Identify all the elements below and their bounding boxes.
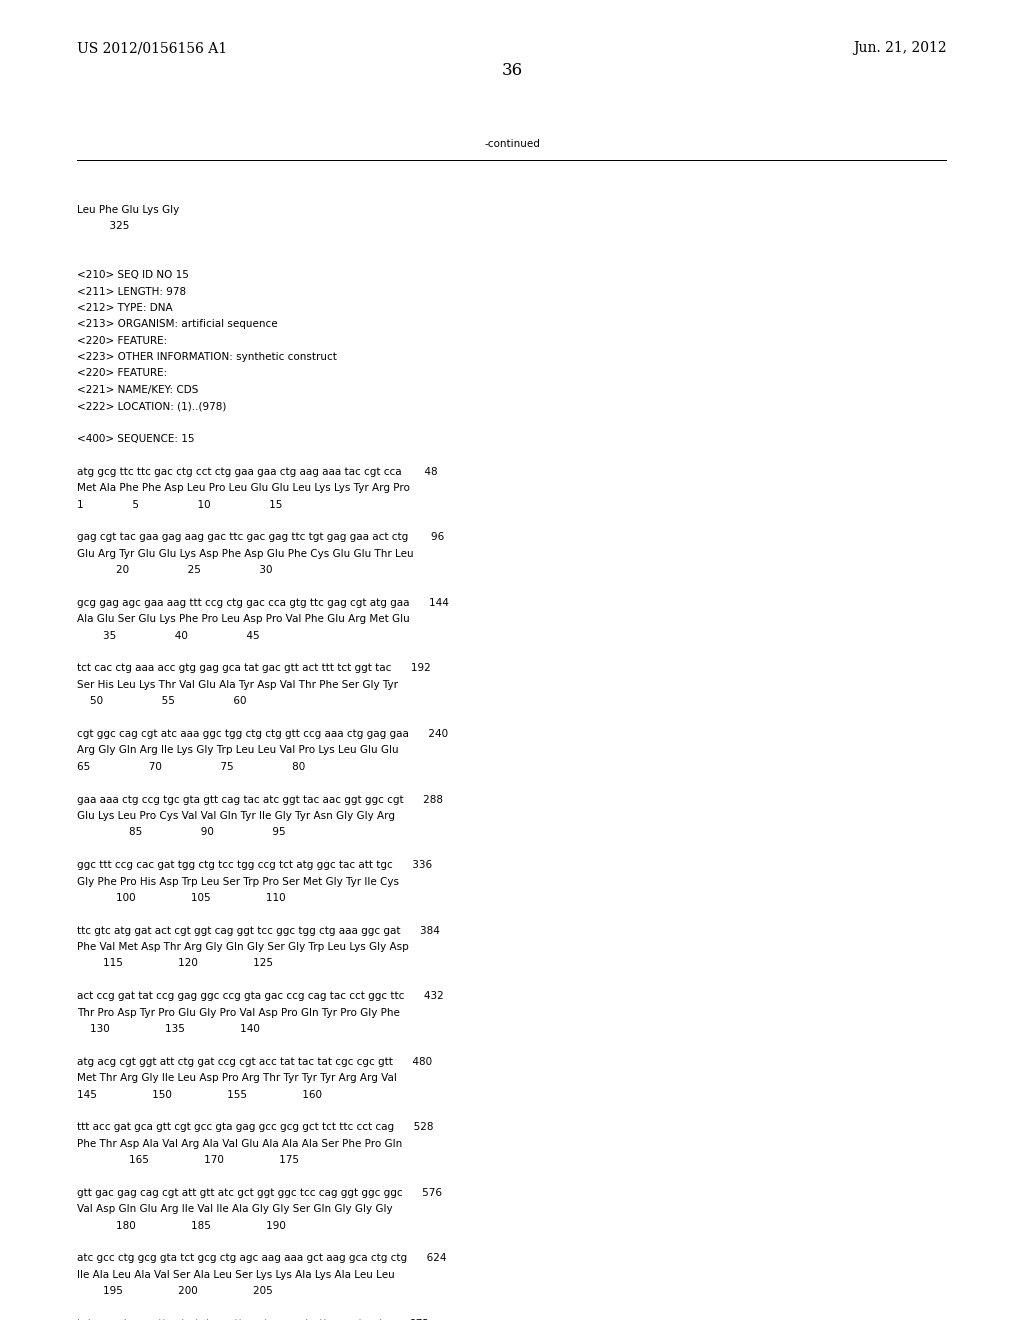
Text: <222> LOCATION: (1)..(978): <222> LOCATION: (1)..(978) xyxy=(77,401,226,412)
Text: cgt ggc cag cgt atc aaa ggc tgg ctg ctg gtt ccg aaa ctg gag gaa      240: cgt ggc cag cgt atc aaa ggc tgg ctg ctg … xyxy=(77,729,447,739)
Text: ttc gtc atg gat act cgt ggt cag ggt tcc ggc tgg ctg aaa ggc gat      384: ttc gtc atg gat act cgt ggt cag ggt tcc … xyxy=(77,925,439,936)
Text: Glu Lys Leu Pro Cys Val Val Gln Tyr Ile Gly Tyr Asn Gly Gly Arg: Glu Lys Leu Pro Cys Val Val Gln Tyr Ile … xyxy=(77,810,395,821)
Text: Glu Arg Tyr Glu Glu Lys Asp Phe Asp Glu Phe Cys Glu Glu Thr Leu: Glu Arg Tyr Glu Glu Lys Asp Phe Asp Glu … xyxy=(77,549,414,558)
Text: <213> ORGANISM: artificial sequence: <213> ORGANISM: artificial sequence xyxy=(77,319,278,329)
Text: Jun. 21, 2012: Jun. 21, 2012 xyxy=(854,41,947,55)
Text: tct cac ctg aaa acc gtg gag gca tat gac gtt act ttt tct ggt tac      192: tct cac ctg aaa acc gtg gag gca tat gac … xyxy=(77,664,430,673)
Text: atc gcc ctg gcg gta tct gcg ctg agc aag aaa gct aag gca ctg ctg      624: atc gcc ctg gcg gta tct gcg ctg agc aag … xyxy=(77,1254,446,1263)
Text: 35                  40                  45: 35 40 45 xyxy=(77,631,259,640)
Text: Thr Pro Asp Tyr Pro Glu Gly Pro Val Asp Pro Gln Tyr Pro Gly Phe: Thr Pro Asp Tyr Pro Glu Gly Pro Val Asp … xyxy=(77,1007,399,1018)
Text: -continued: -continued xyxy=(484,139,540,149)
Text: 130                 135                 140: 130 135 140 xyxy=(77,1024,260,1034)
Text: ggc ttt ccg cac gat tgg ctg tcc tgg ccg tct atg ggc tac att tgc      336: ggc ttt ccg cac gat tgg ctg tcc tgg ccg … xyxy=(77,861,432,870)
Text: gcg gag agc gaa aag ttt ccg ctg gac cca gtg ttc gag cgt atg gaa      144: gcg gag agc gaa aag ttt ccg ctg gac cca … xyxy=(77,598,449,609)
Text: Phe Val Met Asp Thr Arg Gly Gln Gly Ser Gly Trp Leu Lys Gly Asp: Phe Val Met Asp Thr Arg Gly Gln Gly Ser … xyxy=(77,942,409,952)
Text: <221> NAME/KEY: CDS: <221> NAME/KEY: CDS xyxy=(77,385,199,395)
Text: <223> OTHER INFORMATION: synthetic construct: <223> OTHER INFORMATION: synthetic const… xyxy=(77,352,337,362)
Text: Leu Phe Glu Lys Gly: Leu Phe Glu Lys Gly xyxy=(77,205,179,215)
Text: 145                 150                 155                 160: 145 150 155 160 xyxy=(77,1089,322,1100)
Text: Phe Thr Asp Ala Val Arg Ala Val Glu Ala Ala Ala Ser Phe Pro Gln: Phe Thr Asp Ala Val Arg Ala Val Glu Ala … xyxy=(77,1139,402,1148)
Text: Ile Ala Leu Ala Val Ser Ala Leu Ser Lys Lys Ala Lys Ala Leu Leu: Ile Ala Leu Ala Val Ser Ala Leu Ser Lys … xyxy=(77,1270,394,1280)
Text: Met Thr Arg Gly Ile Leu Asp Pro Arg Thr Tyr Tyr Tyr Arg Arg Val: Met Thr Arg Gly Ile Leu Asp Pro Arg Thr … xyxy=(77,1073,396,1084)
Text: ttt acc gat gca gtt cgt gcc gta gag gcc gcg gct tct ttc cct cag      528: ttt acc gat gca gtt cgt gcc gta gag gcc … xyxy=(77,1122,433,1133)
Text: 325: 325 xyxy=(77,220,129,231)
Text: 50                  55                  60: 50 55 60 xyxy=(77,696,247,706)
Text: <220> FEATURE:: <220> FEATURE: xyxy=(77,368,167,379)
Text: 65                  70                  75                  80: 65 70 75 80 xyxy=(77,762,305,772)
Text: 195                 200                 205: 195 200 205 xyxy=(77,1286,272,1296)
Text: Ser His Leu Lys Thr Val Glu Ala Tyr Asp Val Thr Phe Ser Gly Tyr: Ser His Leu Lys Thr Val Glu Ala Tyr Asp … xyxy=(77,680,397,690)
Text: <220> FEATURE:: <220> FEATURE: xyxy=(77,335,167,346)
Text: atg acg cgt ggt att ctg gat ccg cgt acc tat tac tat cgc cgc gtt      480: atg acg cgt ggt att ctg gat ccg cgt acc … xyxy=(77,1057,432,1067)
Text: <211> LENGTH: 978: <211> LENGTH: 978 xyxy=(77,286,186,297)
Text: 115                 120                 125: 115 120 125 xyxy=(77,958,272,969)
Text: 36: 36 xyxy=(502,62,522,79)
Text: 1               5                  10                  15: 1 5 10 15 xyxy=(77,499,283,510)
Text: Arg Gly Gln Arg Ile Lys Gly Trp Leu Leu Val Pro Lys Leu Glu Glu: Arg Gly Gln Arg Ile Lys Gly Trp Leu Leu … xyxy=(77,746,398,755)
Text: Gly Phe Pro His Asp Trp Leu Ser Trp Pro Ser Met Gly Tyr Ile Cys: Gly Phe Pro His Asp Trp Leu Ser Trp Pro … xyxy=(77,876,398,887)
Text: atg gcg ttc ttc gac ctg cct ctg gaa gaa ctg aag aaa tac cgt cca       48: atg gcg ttc ttc gac ctg cct ctg gaa gaa … xyxy=(77,467,437,477)
Text: 180                 185                 190: 180 185 190 xyxy=(77,1221,286,1230)
Text: act ccg gat tat ccg gag ggc ccg gta gac ccg cag tac cct ggc ttc      432: act ccg gat tat ccg gag ggc ccg gta gac … xyxy=(77,991,443,1002)
Text: 165                 170                 175: 165 170 175 xyxy=(77,1155,299,1166)
Text: Val Asp Gln Glu Arg Ile Val Ile Ala Gly Gly Ser Gln Gly Gly Gly: Val Asp Gln Glu Arg Ile Val Ile Ala Gly … xyxy=(77,1204,392,1214)
Text: 100                 105                 110: 100 105 110 xyxy=(77,892,286,903)
Text: <400> SEQUENCE: 15: <400> SEQUENCE: 15 xyxy=(77,434,195,444)
Text: 20                  25                  30: 20 25 30 xyxy=(77,565,272,576)
Text: 85                  90                  95: 85 90 95 xyxy=(77,828,286,837)
Text: gtt gac gag cag cgt att gtt atc gct ggt ggc tcc cag ggt ggc ggc      576: gtt gac gag cag cgt att gtt atc gct ggt … xyxy=(77,1188,441,1199)
Text: Met Ala Phe Phe Asp Leu Pro Leu Glu Glu Leu Lys Lys Tyr Arg Pro: Met Ala Phe Phe Asp Leu Pro Leu Glu Glu … xyxy=(77,483,410,494)
Text: <210> SEQ ID NO 15: <210> SEQ ID NO 15 xyxy=(77,271,188,280)
Text: Ala Glu Ser Glu Lys Phe Pro Leu Asp Pro Val Phe Glu Arg Met Glu: Ala Glu Ser Glu Lys Phe Pro Leu Asp Pro … xyxy=(77,614,410,624)
Text: gaa aaa ctg ccg tgc gta gtt cag tac atc ggt tac aac ggt ggc cgt      288: gaa aaa ctg ccg tgc gta gtt cag tac atc … xyxy=(77,795,442,805)
Text: <212> TYPE: DNA: <212> TYPE: DNA xyxy=(77,302,172,313)
Text: gag cgt tac gaa gag aag gac ttc gac gag ttc tgt gag gaa act ctg       96: gag cgt tac gaa gag aag gac ttc gac gag … xyxy=(77,532,444,543)
Text: US 2012/0156156 A1: US 2012/0156156 A1 xyxy=(77,41,227,55)
